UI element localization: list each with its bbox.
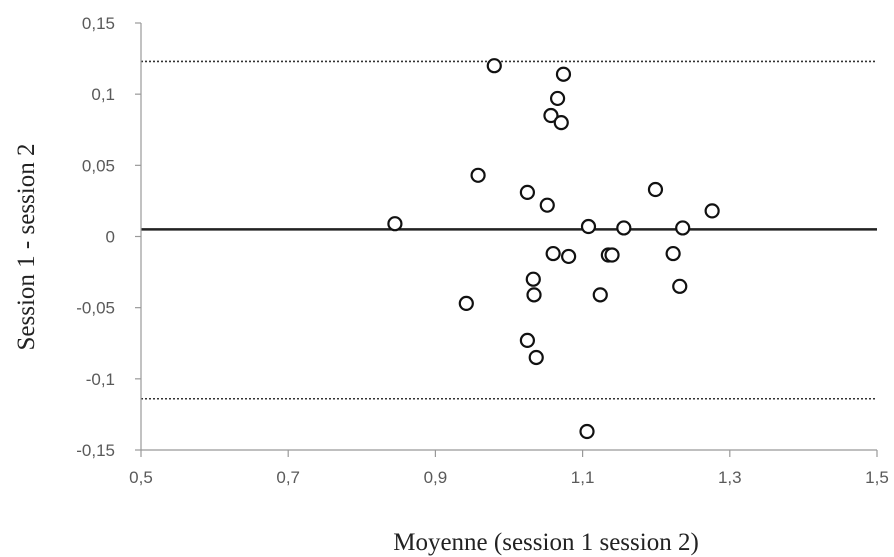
data-point — [555, 66, 572, 82]
y-tick-label: 0,05 — [82, 156, 115, 175]
data-point — [543, 107, 559, 124]
data-point — [592, 287, 608, 303]
data-point — [665, 245, 681, 262]
data-point — [675, 220, 691, 236]
x-tick-label: 0,5 — [129, 468, 153, 487]
data-point — [647, 181, 664, 198]
x-tick-label: 1,5 — [865, 468, 889, 487]
data-point — [672, 278, 688, 294]
x-tick-label: 0,7 — [276, 468, 300, 487]
data-point — [561, 248, 577, 265]
y-tick-label: -0,1 — [86, 370, 115, 389]
data-point — [526, 287, 542, 303]
data-point — [553, 115, 569, 131]
data-point — [387, 216, 403, 232]
axes — [135, 22, 878, 457]
x-axis-title: Moyenne (session 1 session 2) — [393, 529, 699, 556]
data-point — [470, 167, 486, 183]
y-tick-label: 0,15 — [82, 14, 115, 33]
y-tick-label: -0,05 — [76, 299, 115, 318]
x-tick-label: 0,9 — [424, 468, 448, 487]
data-point — [525, 271, 541, 287]
data-point — [616, 220, 632, 236]
data-point — [604, 247, 620, 263]
tick-labels: 0,15 0,1 0,05 0 -0,05 -0,1 -0,15 0,5 0,7 0,9 1,1 1,… — [76, 14, 889, 487]
reference-lines — [141, 60, 877, 400]
data-point — [519, 184, 536, 200]
data-point — [528, 349, 544, 366]
x-tick-label: 1,1 — [571, 468, 595, 487]
data-point — [704, 203, 720, 219]
data-point — [539, 197, 555, 213]
data-point — [579, 423, 595, 440]
data-point — [486, 58, 502, 74]
y-tick-label: -0,15 — [76, 441, 115, 460]
data-point — [545, 245, 561, 262]
data-point — [549, 90, 566, 107]
data-points — [387, 58, 720, 440]
data-point — [519, 332, 536, 349]
data-point — [458, 295, 474, 311]
x-tick-label: 1,3 — [718, 468, 742, 487]
y-axis-title: Session 1 - session 2 — [13, 144, 40, 351]
y-tick-label: 0 — [106, 228, 115, 247]
y-tick-label: 0,1 — [91, 85, 115, 104]
data-point — [580, 218, 597, 235]
